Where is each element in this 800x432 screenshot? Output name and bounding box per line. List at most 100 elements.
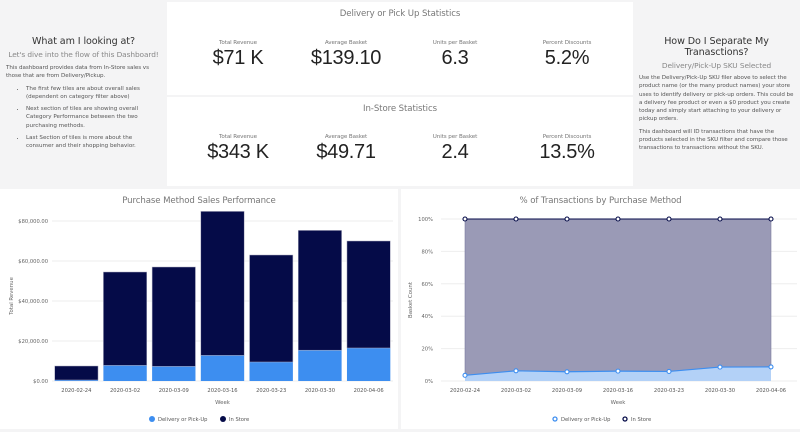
point-in-store xyxy=(564,216,570,222)
x-axis-label: Week xyxy=(611,400,627,406)
y-axis-label: Basket Count xyxy=(408,282,414,318)
bar-delivery xyxy=(249,362,293,381)
metric-total-revenue: Total Revenue $71 K xyxy=(183,40,293,70)
info-paragraph: This dashboard will ID transactions that… xyxy=(639,128,788,152)
x-tick-label: 2020-02-24 xyxy=(61,388,92,394)
y-tick-label: $20,000.00 xyxy=(18,339,48,345)
bar-in-store xyxy=(346,240,391,349)
metric-value: $139.10 xyxy=(310,47,382,69)
metric-average-basket: Average Basket $139.10 xyxy=(291,40,401,70)
legend-label-delivery: Delivery or Pick-Up xyxy=(561,417,611,423)
info-panel-what: What am I looking at? Let's dive into th… xyxy=(0,0,167,186)
y-tick-label: $40,000.00 xyxy=(18,299,48,305)
point-delivery xyxy=(462,372,468,378)
metric-total-revenue: Total Revenue $343 K xyxy=(183,134,293,164)
y-tick-label: 100% xyxy=(418,217,433,223)
point-in-store xyxy=(513,216,519,222)
y-tick-label: $80,000.00 xyxy=(18,219,48,225)
bar-in-store xyxy=(298,230,342,351)
x-tick-label: 2020-03-16 xyxy=(603,388,633,394)
metric-label: Percent Discounts xyxy=(542,134,592,140)
legend-label-in-store: In Store xyxy=(631,417,651,423)
legend-marker-in-store xyxy=(622,416,628,422)
info-bullet: Last Section of tiles is more about the … xyxy=(26,134,161,151)
y-tick-label: $0.00 xyxy=(33,379,48,385)
metric-value: $343 K xyxy=(207,141,269,163)
bar-in-store xyxy=(103,271,147,366)
x-tick-label: 2020-04-06 xyxy=(756,388,786,394)
metric-units-per-basket: Units per Basket 2.4 xyxy=(400,134,510,164)
point-delivery xyxy=(666,368,672,374)
info-bullet: Next section of tiles are showing overal… xyxy=(26,105,161,130)
info-title: How Do I Separate My Tranasctions? xyxy=(664,36,769,58)
legend-label-delivery: Delivery or Pick-Up xyxy=(158,417,208,423)
y-tick-label: 40% xyxy=(421,314,433,320)
info-paragraph: Use the Delivery/Pick-Up SKU filer above… xyxy=(639,75,794,123)
legend-marker-delivery xyxy=(149,416,155,422)
area-chart-svg: 0% 20% 40% 60% 80% 100% Basket Count 2020-02-24… xyxy=(408,216,797,423)
x-axis-label: Week xyxy=(215,400,231,406)
bar-chart-svg: $0.00 $20,000.00 $40,000.00 $60,000.00 $80,0… xyxy=(9,211,393,423)
metric-average-basket: Average Basket $49.71 xyxy=(291,134,401,164)
y-tick-label: 20% xyxy=(421,347,433,353)
x-tick-label: 2020-03-30 xyxy=(305,388,335,394)
point-in-store xyxy=(717,216,723,222)
metric-label: Percent Discounts xyxy=(542,40,592,46)
y-tick-label: 80% xyxy=(421,249,433,255)
metric-units-per-basket: Units per Basket 6.3 xyxy=(400,40,510,70)
bar-in-store xyxy=(151,266,196,367)
metric-value: 5.2% xyxy=(544,47,590,69)
info-bullets: The first few tiles are about overall sa… xyxy=(26,85,161,151)
x-tick-label: 2020-03-09 xyxy=(159,388,189,394)
area-delivery xyxy=(465,366,771,381)
y-tick-label: $60,000.00 xyxy=(18,259,48,265)
metric-label: Total Revenue xyxy=(219,40,257,46)
point-in-store xyxy=(462,216,468,222)
bar-in-store xyxy=(54,365,99,381)
bar-delivery xyxy=(346,348,391,381)
area-in-store xyxy=(464,218,772,376)
x-tick-label: 2020-03-23 xyxy=(256,388,286,394)
x-tick-label: 2020-03-09 xyxy=(552,388,582,394)
legend-marker-in-store xyxy=(220,416,226,422)
point-delivery xyxy=(615,368,621,374)
point-in-store xyxy=(615,216,621,222)
transactions-share-chart: % of Transactions by Purchase Method 0% 2… xyxy=(401,189,800,429)
metric-label: Units per Basket xyxy=(432,40,478,46)
point-delivery xyxy=(513,368,519,374)
x-tick-label: 2020-02-24 xyxy=(450,388,481,394)
metric-label: Total Revenue xyxy=(219,134,257,140)
metric-value: $71 K xyxy=(212,47,264,69)
x-tick-label: 2020-03-30 xyxy=(705,388,735,394)
info-subtitle: Delivery/Pick-Up SKU Selected xyxy=(661,61,772,70)
metric-percent-discounts: Percent Discounts 5.2% xyxy=(512,40,622,70)
point-delivery xyxy=(717,364,723,370)
metric-value: 13.5% xyxy=(539,141,595,163)
info-bullet: The first few tiles are about overall sa… xyxy=(26,85,161,102)
y-tick-label: 60% xyxy=(421,282,433,288)
x-tick-label: 2020-03-02 xyxy=(110,388,140,394)
x-tick-label: 2020-03-23 xyxy=(654,388,684,394)
bar-delivery xyxy=(152,366,196,381)
point-in-store xyxy=(768,216,774,222)
metric-value: 2.4 xyxy=(441,141,469,163)
legend-marker-delivery xyxy=(552,416,558,422)
bar-in-store xyxy=(200,211,245,356)
info-intro: This dashboard provides data from In-Sto… xyxy=(6,65,149,80)
chart-title: Purchase Method Sales Performance xyxy=(122,196,276,206)
delivery-stats-title: Delivery or Pick Up Statistics xyxy=(339,9,461,19)
x-tick-label: 2020-04-06 xyxy=(354,388,384,394)
delivery-stats-panel: Delivery or Pick Up Statistics Total Rev… xyxy=(167,2,633,95)
bar-in-store xyxy=(249,254,294,363)
legend-label-in-store: In Store xyxy=(229,417,249,423)
point-delivery xyxy=(768,364,774,370)
instore-stats-panel: In-Store Statistics Total Revenue $343 K… xyxy=(167,97,633,186)
metric-percent-discounts: Percent Discounts 13.5% xyxy=(512,134,622,164)
x-tick-label: 2020-03-16 xyxy=(207,388,237,394)
instore-stats-title: In-Store Statistics xyxy=(363,104,437,114)
info-subtitle: Let's dive into the flow of this Dashboa… xyxy=(8,50,159,59)
x-tick-label: 2020-03-02 xyxy=(501,388,531,394)
metric-value: 6.3 xyxy=(441,47,469,69)
y-axis-label: Total Revenue xyxy=(9,276,15,315)
